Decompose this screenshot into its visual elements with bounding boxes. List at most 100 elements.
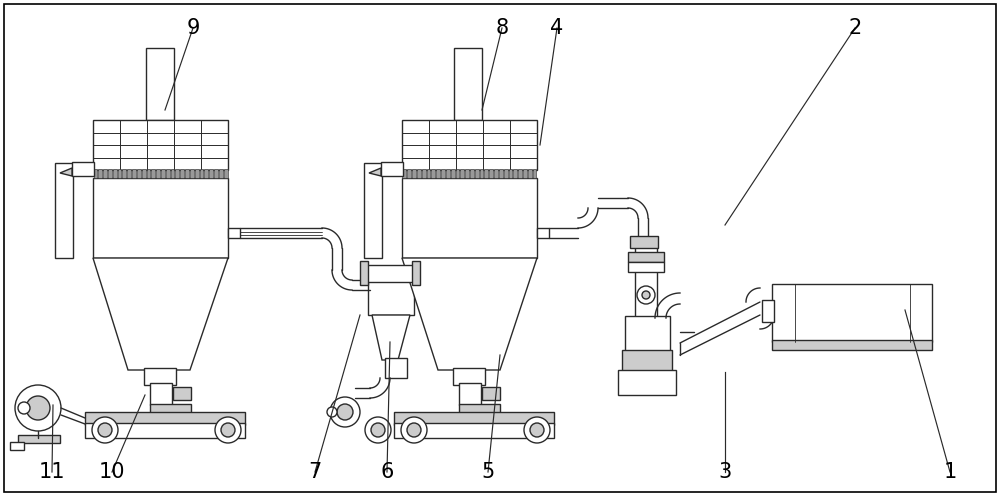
Bar [630,236,658,248]
Circle shape [530,423,544,437]
Bar [513,169,517,178]
Bar [180,169,184,178]
Bar [195,169,199,178]
Bar [537,228,549,238]
Bar [209,169,213,178]
Bar [436,169,440,178]
Text: 10: 10 [99,462,125,482]
Circle shape [337,404,353,420]
Bar [772,284,932,342]
Bar [625,316,670,352]
Circle shape [371,423,385,437]
Bar [144,368,176,385]
Bar [381,162,403,176]
Circle shape [98,423,112,437]
Bar [422,169,426,178]
Text: 9: 9 [186,18,200,38]
Bar [465,169,469,178]
Bar [470,169,474,178]
Circle shape [642,291,650,299]
Bar [151,169,155,178]
Polygon shape [372,315,410,360]
Bar [150,383,172,405]
Text: 7: 7 [308,462,322,482]
Bar [394,412,554,425]
Circle shape [524,417,550,443]
Bar [127,169,131,178]
Bar [412,169,416,178]
Circle shape [92,417,118,443]
Bar [417,169,421,178]
Bar [85,412,245,425]
Bar [122,169,126,178]
Bar [142,169,146,178]
Text: 4: 4 [550,18,564,38]
Circle shape [365,417,391,443]
Bar [459,404,500,414]
Bar [385,358,407,378]
Bar [94,169,97,178]
Bar [137,169,141,178]
Bar [55,163,73,258]
Bar [190,169,194,178]
Bar [446,169,450,178]
Bar [156,169,160,178]
Bar [628,262,664,272]
Bar [175,169,179,178]
Bar [364,163,382,258]
Bar [489,169,493,178]
Text: 2: 2 [848,18,862,38]
Bar [533,169,536,178]
Bar [518,169,522,178]
Bar [228,228,240,238]
Bar [173,387,191,400]
Bar [118,169,121,178]
Text: 1: 1 [943,462,957,482]
Bar [407,169,411,178]
Polygon shape [369,168,381,176]
Bar [93,178,228,258]
Bar [499,169,503,178]
Bar [224,169,228,178]
Bar [453,368,485,385]
Circle shape [215,417,241,443]
Bar [368,280,414,315]
Bar [402,169,406,178]
Circle shape [221,423,235,437]
Bar [635,246,657,318]
Bar [509,169,512,178]
Bar [402,178,537,258]
Bar [219,169,223,178]
Bar [484,169,488,178]
Bar [394,423,554,438]
Bar [360,261,368,285]
Bar [113,169,117,178]
Text: 8: 8 [495,18,509,38]
Bar [365,265,417,282]
Bar [528,169,532,178]
Bar [171,169,174,178]
Bar [454,48,482,120]
Circle shape [330,397,360,427]
Circle shape [327,407,337,417]
Bar [103,169,107,178]
Text: 6: 6 [380,462,394,482]
Bar [18,435,60,443]
Bar [475,169,479,178]
Polygon shape [60,168,72,176]
Bar [523,169,527,178]
Bar [504,169,508,178]
Bar [628,252,664,262]
Bar [200,169,203,178]
Circle shape [637,286,655,304]
Text: 5: 5 [481,462,495,482]
Circle shape [26,396,50,420]
Bar [166,169,170,178]
Bar [204,169,208,178]
Bar [108,169,112,178]
Text: 11: 11 [39,462,65,482]
Bar [451,169,455,178]
Bar [412,261,420,285]
Bar [132,169,136,178]
Bar [618,370,676,395]
